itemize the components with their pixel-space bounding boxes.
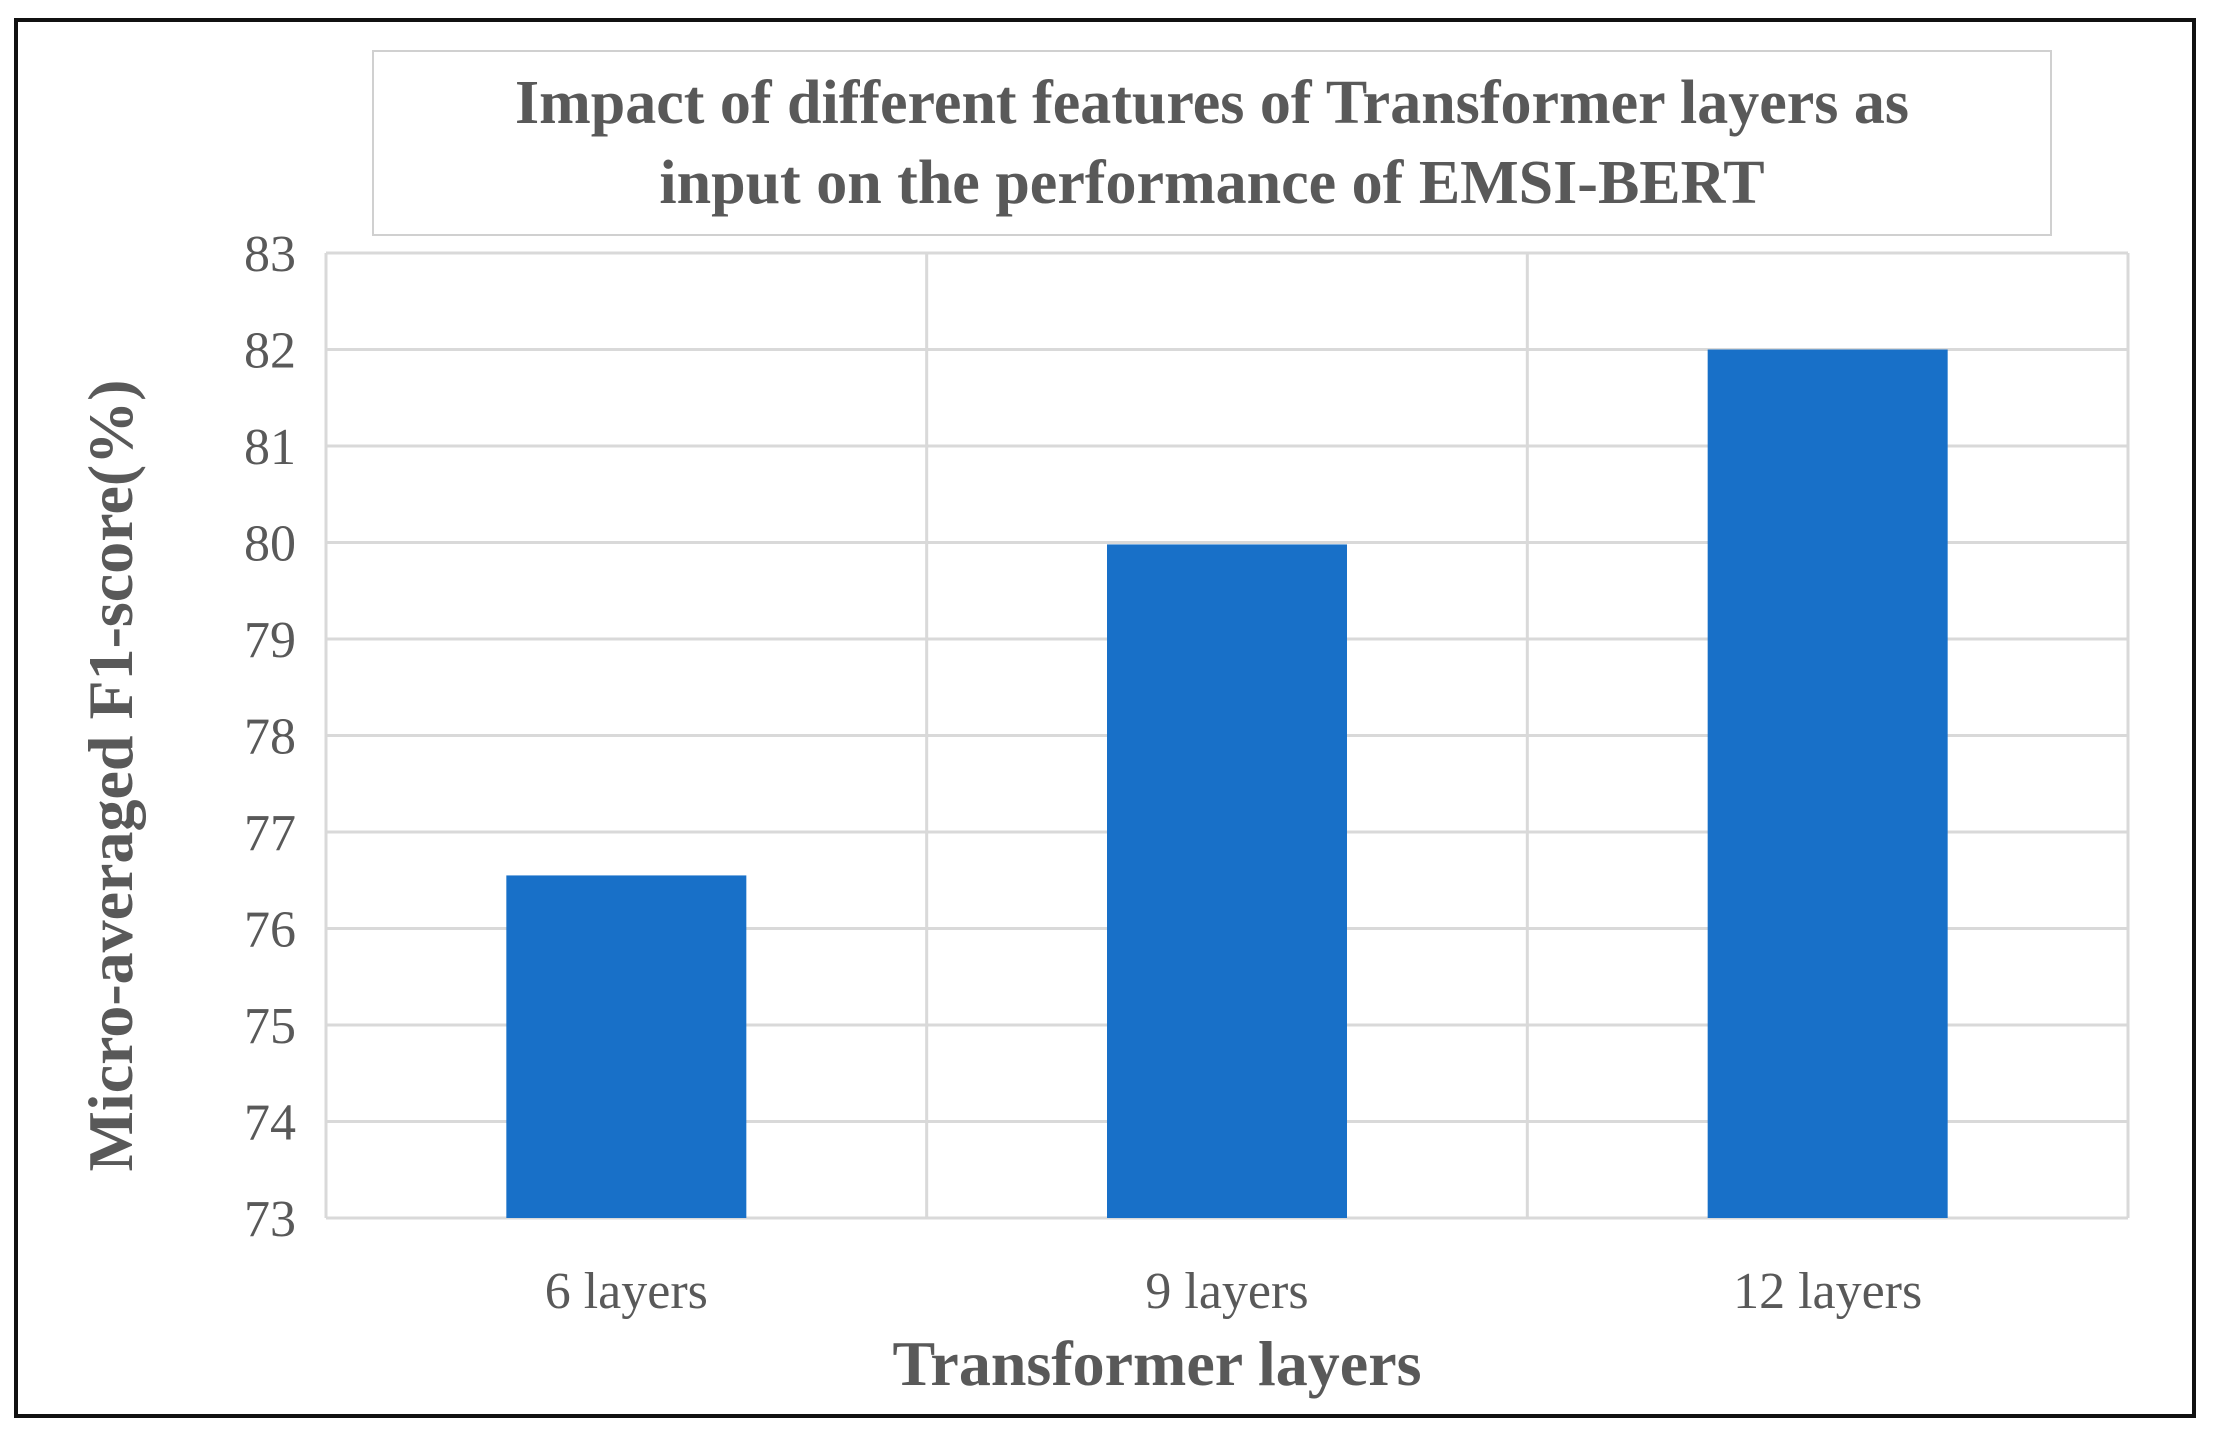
bar-6-layers xyxy=(506,875,747,1218)
y-tick-label-80: 80 xyxy=(244,516,296,573)
bar-9-layers xyxy=(1107,544,1347,1218)
y-tick-label-73: 73 xyxy=(244,1191,296,1248)
y-tick-label-78: 78 xyxy=(244,709,296,766)
y-tick-label-77: 77 xyxy=(244,805,296,862)
y-axis-title: Micro-averaged F1-score(%) xyxy=(75,380,146,1172)
y-tick-label-75: 75 xyxy=(244,998,296,1055)
x-tick-label-9-layers: 9 layers xyxy=(1145,1263,1308,1320)
x-axis-title: Transformer layers xyxy=(892,1328,1421,1399)
bar-12-layers xyxy=(1707,349,1948,1218)
y-tick-label-81: 81 xyxy=(244,419,296,476)
x-tick-labels: 6 layers 9 layers 12 layers xyxy=(545,1263,1923,1320)
y-tick-label-83: 83 xyxy=(244,226,296,283)
y-tick-labels: 73 74 75 76 77 78 79 80 81 82 83 xyxy=(244,226,296,1248)
y-tick-label-74: 74 xyxy=(244,1095,296,1152)
x-tick-label-6-layers: 6 layers xyxy=(545,1263,708,1320)
y-tick-label-76: 76 xyxy=(244,902,296,959)
chart-title-box: Impact of different features of Transfor… xyxy=(372,50,2052,236)
y-tick-label-82: 82 xyxy=(244,323,296,380)
x-tick-label-12-layers: 12 layers xyxy=(1733,1263,1922,1320)
chart-title: Impact of different features of Transfor… xyxy=(514,69,1910,217)
bar-layer xyxy=(506,349,1948,1218)
y-tick-label-79: 79 xyxy=(244,612,296,669)
